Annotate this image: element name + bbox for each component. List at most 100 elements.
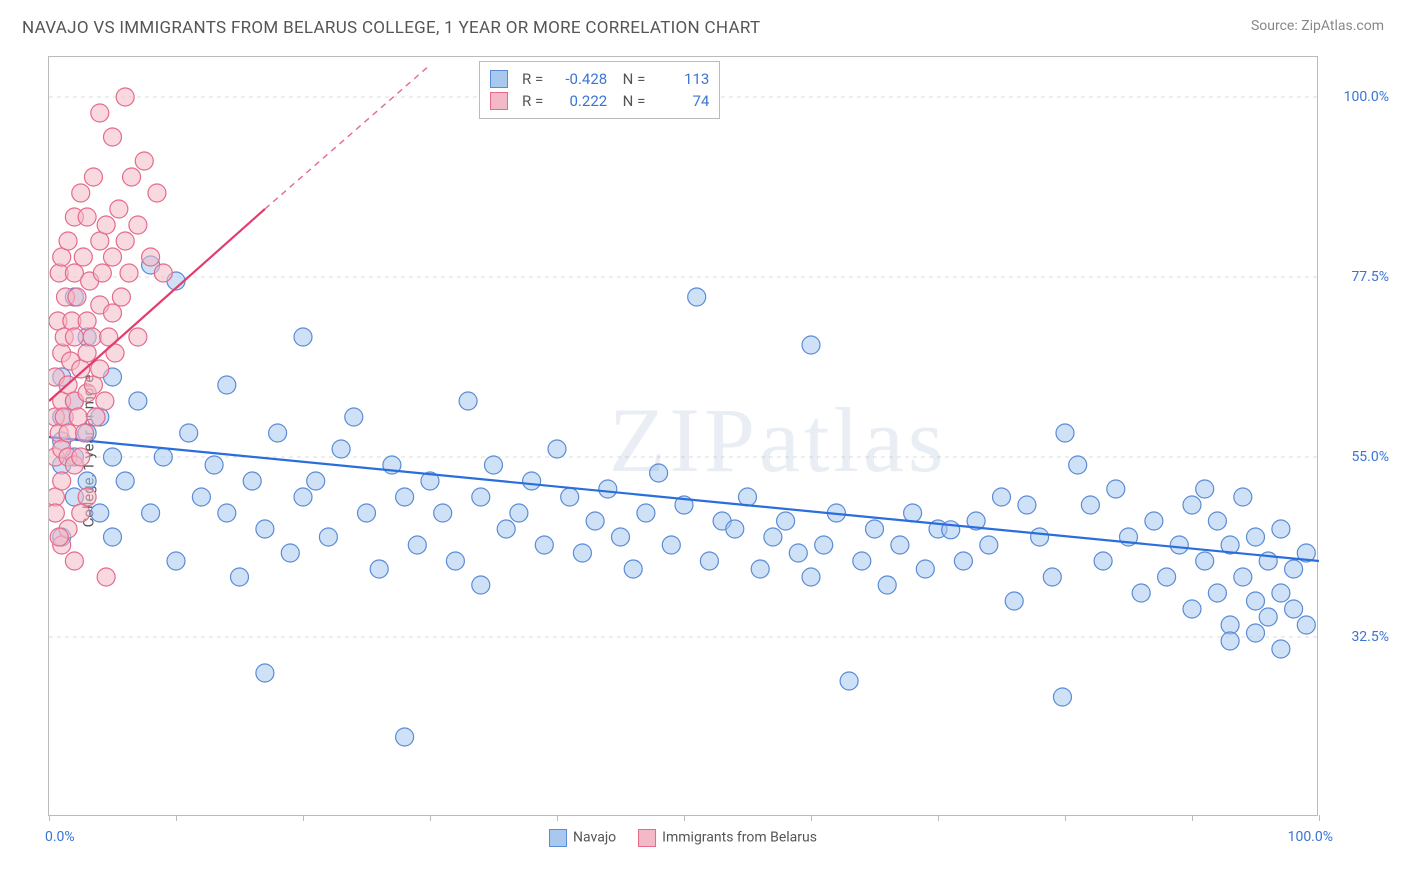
data-point [91,104,109,122]
data-point [332,440,350,458]
correlation-legend: R =-0.428 N =113R =0.222 N =74 [479,61,720,119]
data-point [866,520,884,538]
data-point [662,536,680,554]
data-point [269,424,287,442]
y-tick-label: 32.5% [1325,629,1389,645]
data-point [1247,592,1265,610]
data-point [396,488,414,506]
data-point [1056,424,1074,442]
data-point [1247,624,1265,642]
data-point [1031,528,1049,546]
data-point [1221,632,1239,650]
trend-line-ext [265,65,430,209]
legend-item: Navajo [549,829,616,847]
y-tick-label: 100.0% [1325,89,1389,105]
data-point [78,488,96,506]
data-point [49,504,64,522]
data-point [853,552,871,570]
data-point [148,184,166,202]
data-point [231,568,249,586]
data-point [916,560,934,578]
x-tick-mark [49,815,50,821]
data-point [1053,688,1071,706]
data-point [1196,480,1214,498]
data-point [1259,608,1277,626]
data-point [1018,496,1036,514]
data-point [777,512,795,530]
x-tick-mark [176,815,177,821]
data-point [1285,560,1303,578]
data-point [50,528,68,546]
page-title: NAVAJO VS IMMIGRANTS FROM BELARUS COLLEG… [22,18,760,38]
data-point [129,392,147,410]
data-point [878,576,896,594]
data-point [1132,584,1150,602]
data-point [76,424,94,442]
data-point [954,552,972,570]
x-tick-mark [811,815,812,821]
data-point [294,328,312,346]
data-point [135,152,153,170]
data-point [1069,456,1087,474]
data-point [205,456,223,474]
data-point [74,248,92,266]
data-point [751,560,769,578]
data-point [726,520,744,538]
data-point [764,528,782,546]
data-point [396,728,414,746]
data-point [97,568,115,586]
data-point [84,376,102,394]
data-point [980,536,998,554]
data-point [65,328,83,346]
data-point [97,216,115,234]
legend-n-label: N = [615,70,645,88]
data-point [104,128,122,146]
data-point [116,472,134,490]
data-point [69,408,87,426]
data-point [78,312,96,330]
data-point [815,536,833,554]
source-link[interactable]: ZipAtlas.com [1301,18,1384,34]
data-point [1170,536,1188,554]
legend-r-value: 0.222 [553,92,607,110]
data-point [256,664,274,682]
data-point [1158,568,1176,586]
data-point [78,344,96,362]
x-tick-mark [557,815,558,821]
data-point [116,88,134,106]
data-point [573,544,591,562]
data-point [218,504,236,522]
data-point [624,560,642,578]
data-point [110,200,128,218]
data-point [93,264,111,282]
x-label-max: 100.0% [1288,829,1333,845]
data-point [472,488,490,506]
data-point [120,264,138,282]
plot-box: ZIPatlas R =-0.428 N =113R =0.222 N =74 … [48,56,1318,816]
data-point [123,168,141,186]
data-point [497,520,515,538]
data-point [1234,568,1252,586]
data-point [59,424,77,442]
data-point [993,488,1011,506]
data-point [319,528,337,546]
legend-item: Immigrants from Belarus [638,829,817,847]
legend-n-value: 113 [655,70,709,88]
data-point [104,304,122,322]
data-point [345,408,363,426]
data-point [802,336,820,354]
x-tick-mark [303,815,304,821]
data-point [1297,616,1315,634]
data-point [510,504,528,522]
data-point [840,672,858,690]
x-tick-mark [1065,815,1066,821]
data-point [1094,552,1112,570]
y-tick-label: 55.0% [1325,449,1389,465]
data-point [243,472,261,490]
data-point [1043,568,1061,586]
scatter-svg [49,57,1319,817]
data-point [84,168,102,186]
data-point [1183,496,1201,514]
x-tick-mark [684,815,685,821]
series-legend: Navajo Immigrants from Belarus [549,829,817,847]
